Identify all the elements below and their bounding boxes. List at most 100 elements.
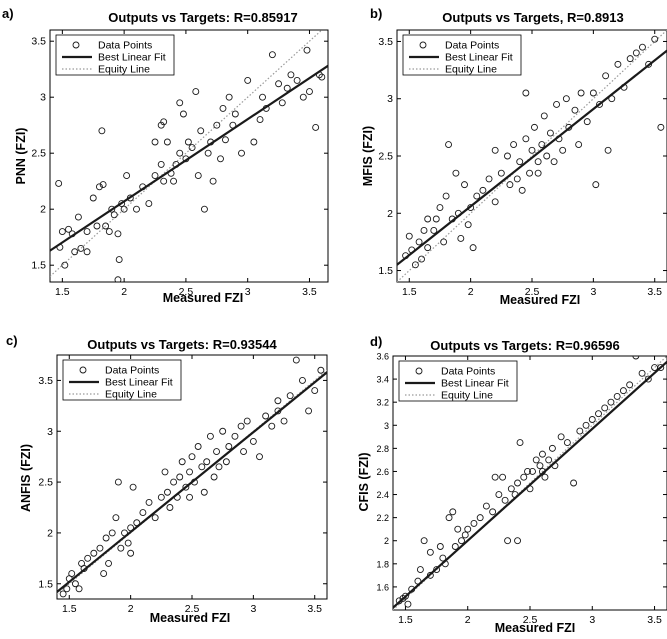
data-point <box>526 485 534 493</box>
data-point <box>225 93 233 101</box>
legend-label: Best Linear Fit <box>441 378 509 390</box>
data-point <box>157 493 165 501</box>
data-point <box>170 177 178 185</box>
y-axis-label: ANFIS (FZI) <box>19 444 33 512</box>
x-tick-label: 2.5 <box>523 614 538 626</box>
data-point <box>283 84 291 92</box>
data-point <box>514 537 521 545</box>
data-point <box>56 243 64 251</box>
data-point <box>440 238 448 246</box>
legend-label: Data Points <box>445 40 499 52</box>
y-tick-label: 1.5 <box>31 260 46 272</box>
data-point <box>651 35 659 43</box>
data-point <box>176 149 184 157</box>
data-point <box>491 146 499 154</box>
data-point <box>161 468 169 476</box>
data-point <box>507 485 515 493</box>
data-point <box>61 261 69 269</box>
data-point <box>430 227 438 234</box>
data-point <box>531 123 538 131</box>
data-point <box>197 127 205 135</box>
data-point <box>424 244 432 252</box>
data-point <box>602 72 610 80</box>
chart-panel-1: a) Outputs vs Targets: R=0.85917 Measured … <box>2 6 329 305</box>
legend-marker-data-points <box>419 41 427 49</box>
y-tick-label: 3 <box>40 92 46 104</box>
data-point <box>571 106 579 114</box>
data-point <box>613 392 621 400</box>
data-point <box>127 524 135 532</box>
data-point <box>222 458 230 466</box>
data-point <box>555 135 563 143</box>
y-tick-label: 3.5 <box>31 36 46 48</box>
data-point <box>311 387 319 395</box>
data-point <box>516 158 524 166</box>
data-point <box>620 83 628 91</box>
y-tick-label: 3 <box>47 426 53 438</box>
legend-label: Data Points <box>98 40 152 52</box>
data-point <box>551 462 559 470</box>
data-point <box>184 138 192 146</box>
data-point <box>213 448 220 456</box>
data-point <box>317 366 325 374</box>
data-point <box>582 421 590 429</box>
y-tick-label: 2.5 <box>31 148 46 160</box>
best-linear-fit-line <box>393 360 667 609</box>
data-point <box>540 112 548 120</box>
data-point <box>411 261 419 269</box>
plot-area <box>57 356 327 598</box>
data-point <box>179 110 187 118</box>
data-point <box>275 80 283 88</box>
data-point <box>645 60 653 68</box>
data-point <box>559 146 567 154</box>
data-point <box>278 99 286 107</box>
data-point <box>292 356 300 364</box>
x-tick-label: 3.5 <box>302 286 317 298</box>
data-point <box>575 141 583 148</box>
y-tick-label: 2 <box>384 536 389 546</box>
data-point <box>470 519 478 527</box>
data-point <box>518 186 526 194</box>
data-point <box>441 560 449 568</box>
data-point <box>262 412 270 420</box>
data-point <box>576 427 584 435</box>
data-point <box>114 276 122 282</box>
data-point <box>526 169 533 177</box>
data-point <box>225 443 233 450</box>
legend-label: Data Points <box>105 365 159 377</box>
chart-panel-4: d) Outputs vs Targets: R=0.96596 Measured … <box>357 334 667 635</box>
data-point <box>553 101 560 108</box>
x-tick-label: 2 <box>121 286 127 298</box>
chart-title: Outputs vs Targets: R=0.93544 <box>87 337 277 352</box>
data-point <box>121 529 128 537</box>
data-point <box>476 514 484 522</box>
data-point <box>497 169 505 177</box>
y-tick-label: 2.8 <box>376 444 389 454</box>
data-point <box>229 121 237 129</box>
data-point <box>133 519 141 527</box>
data-point <box>110 211 118 219</box>
data-point <box>489 508 497 516</box>
data-point <box>306 88 313 96</box>
data-point <box>588 416 596 423</box>
data-point <box>442 192 450 200</box>
data-point <box>219 104 227 112</box>
data-point <box>420 227 428 234</box>
data-point <box>151 172 159 180</box>
x-tick-label: 3 <box>250 603 256 615</box>
data-point <box>58 228 66 236</box>
y-tick-label: 2.5 <box>378 151 393 163</box>
data-point <box>244 76 252 84</box>
data-point <box>274 397 282 405</box>
data-point <box>445 514 453 522</box>
data-point <box>259 93 266 101</box>
data-point <box>74 213 82 221</box>
panel-label: a) <box>2 6 14 21</box>
data-point <box>416 566 424 574</box>
data-point <box>178 458 186 466</box>
data-point <box>237 422 245 430</box>
data-point <box>219 427 227 435</box>
data-point <box>77 244 85 252</box>
data-point <box>436 204 444 211</box>
